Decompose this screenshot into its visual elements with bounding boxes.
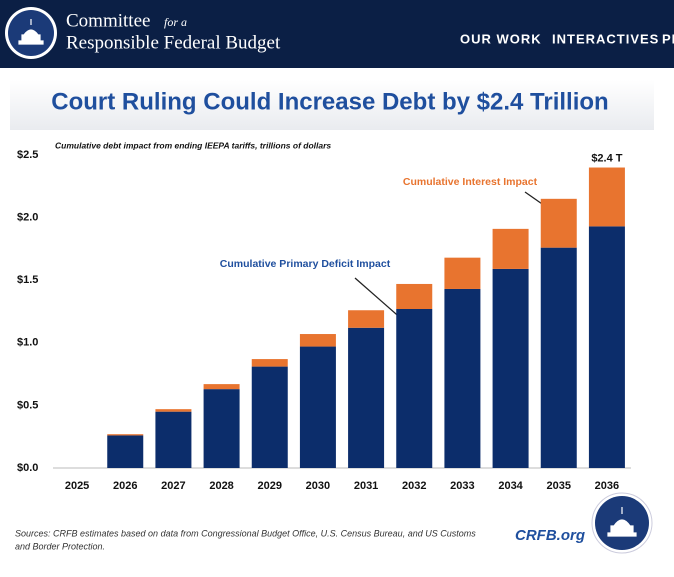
sources: Sources: CRFB estimates based on data fr… xyxy=(15,528,476,538)
bar-segment xyxy=(348,310,385,328)
bar-segment xyxy=(492,268,529,468)
x-tick-label: 2027 xyxy=(161,480,185,492)
bar-segment xyxy=(251,359,288,367)
chart-title: Court Ruling Could Increase Debt by $2.4… xyxy=(51,88,608,115)
nav-link[interactable]: PR xyxy=(662,31,674,46)
logo-text[interactable]: Responsible Federal Budget xyxy=(66,32,281,53)
logo-text-italic[interactable]: for a xyxy=(164,15,187,29)
bar-segment xyxy=(203,384,240,390)
header-bar xyxy=(0,0,674,68)
bar-segment xyxy=(107,434,144,436)
x-tick-label: 2026 xyxy=(113,480,137,492)
bar-segment xyxy=(348,327,385,468)
bar-segment xyxy=(251,366,288,468)
nav-link[interactable]: OUR WORK xyxy=(460,31,542,46)
bar-segment xyxy=(444,288,481,468)
x-tick-label: 2035 xyxy=(547,480,571,492)
bar-segment xyxy=(203,389,240,468)
x-tick-label: 2030 xyxy=(306,480,330,492)
x-tick-label: 2032 xyxy=(402,480,426,492)
chart-subtitle: Cumulative debt impact from ending IEEPA… xyxy=(55,140,331,150)
x-tick-label: 2029 xyxy=(258,480,282,492)
bar-segment xyxy=(299,334,336,347)
bar-segment xyxy=(155,409,192,412)
bar-segment xyxy=(540,198,577,248)
bar-segment xyxy=(299,346,336,468)
total-label: $2.4 T xyxy=(591,152,622,164)
brand: CRFB.org xyxy=(515,527,585,544)
series-label: Cumulative Interest Impact xyxy=(403,176,538,188)
y-tick-label: $1.5 xyxy=(17,274,38,286)
logo-badge xyxy=(591,492,653,554)
x-tick-label: 2033 xyxy=(450,480,474,492)
bar-segment xyxy=(492,228,529,269)
bar-segment xyxy=(107,435,144,468)
logo-text[interactable]: Committee xyxy=(66,10,150,31)
x-tick-label: 2028 xyxy=(209,480,233,492)
y-tick-label: $2.5 xyxy=(17,149,38,161)
bar-segment xyxy=(540,247,577,468)
x-tick-label: 2036 xyxy=(595,480,619,492)
bar-segment xyxy=(588,167,625,227)
logo[interactable] xyxy=(5,7,57,59)
bar-segment xyxy=(155,411,192,468)
nav-link[interactable]: INTERACTIVES xyxy=(552,31,659,46)
bar-segment xyxy=(588,226,625,468)
x-tick-label: 2025 xyxy=(65,480,89,492)
title-band xyxy=(10,80,654,130)
y-tick-label: $0.5 xyxy=(17,399,38,411)
bar-segment xyxy=(396,308,433,468)
sources: and Border Protection. xyxy=(15,541,105,551)
x-tick-label: 2031 xyxy=(354,480,378,492)
x-tick-label: 2034 xyxy=(498,480,523,492)
bar-segment xyxy=(396,283,433,309)
series-label: Cumulative Primary Deficit Impact xyxy=(220,258,391,270)
y-tick-label: $0.0 xyxy=(17,462,38,474)
y-tick-label: $2.0 xyxy=(17,212,38,224)
bar-segment xyxy=(444,257,481,289)
y-tick-label: $1.0 xyxy=(17,337,38,349)
